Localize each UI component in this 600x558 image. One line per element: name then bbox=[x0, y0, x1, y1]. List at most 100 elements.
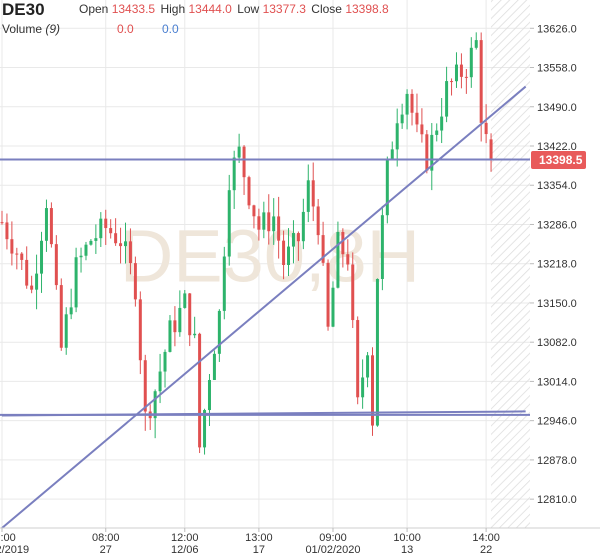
candle-body bbox=[405, 93, 409, 115]
symbol-title: DE30 bbox=[2, 0, 45, 19]
candle-body bbox=[114, 233, 118, 244]
y-tick-label: 13218.0 bbox=[537, 259, 577, 271]
candle-body bbox=[346, 254, 350, 265]
candle-body bbox=[282, 240, 286, 265]
y-tick-label: 13558.0 bbox=[537, 63, 577, 75]
x-tick-time-label: 13:00 bbox=[0, 532, 16, 544]
volume-readout: Volume (9) bbox=[2, 22, 60, 36]
high-label: High bbox=[160, 2, 186, 16]
candle-body bbox=[375, 278, 379, 426]
volume-value-1: 0.0 bbox=[117, 22, 134, 36]
candle-body bbox=[40, 240, 44, 274]
candle-body bbox=[440, 116, 444, 131]
volume-label: Volume bbox=[2, 22, 43, 36]
bottom-support-line bbox=[1, 410, 526, 417]
open-value: 13433.5 bbox=[111, 2, 156, 16]
x-tick-date-label: 11/12/2019 bbox=[0, 544, 29, 556]
candle-body bbox=[183, 293, 187, 308]
candle-body bbox=[232, 157, 236, 191]
candle-body bbox=[143, 360, 147, 412]
candle-body bbox=[435, 130, 439, 135]
y-tick-label: 13490.0 bbox=[537, 102, 577, 114]
y-axis: 12810.0 12878.0 12946.0 13014.0 13082.0 13150… bbox=[530, 23, 577, 506]
x-axis: 13:0011/12/201908:002712:0012/0613:00170… bbox=[0, 528, 500, 556]
candle-body bbox=[321, 235, 325, 263]
candle-body bbox=[336, 231, 340, 288]
candle-body bbox=[44, 208, 48, 241]
candle-body bbox=[459, 64, 463, 77]
y-tick-label: 13082.0 bbox=[537, 337, 577, 349]
candle-body bbox=[425, 134, 429, 171]
candle-body bbox=[277, 216, 281, 241]
candle-body bbox=[222, 256, 226, 311]
candle-body bbox=[306, 180, 310, 212]
candle-body bbox=[301, 211, 305, 242]
candle-body bbox=[380, 215, 384, 279]
candle-body bbox=[385, 158, 389, 216]
candle-body bbox=[371, 355, 374, 426]
candle-body bbox=[242, 146, 246, 178]
candle-body bbox=[64, 314, 68, 348]
candle-body bbox=[469, 47, 473, 78]
x-tick-date-label: 12/06 bbox=[171, 544, 199, 556]
candle-body bbox=[188, 293, 192, 336]
candle-body bbox=[133, 263, 137, 300]
candle-body bbox=[331, 287, 335, 327]
y-tick-label: 13422.0 bbox=[537, 141, 577, 153]
open-label: Open bbox=[79, 2, 109, 16]
candle-body bbox=[153, 391, 157, 419]
candles bbox=[0, 32, 493, 455]
x-tick-time-label: 08:00 bbox=[92, 532, 120, 544]
volume-param: (9) bbox=[45, 22, 61, 36]
candle-body bbox=[109, 228, 113, 234]
candle-body bbox=[450, 81, 454, 83]
candle-body bbox=[489, 139, 493, 160]
candle-body bbox=[94, 238, 98, 241]
candle-body bbox=[326, 262, 330, 327]
candle-body bbox=[479, 40, 483, 123]
grid-lines bbox=[0, 0, 530, 528]
candle-body bbox=[311, 180, 315, 207]
candle-body bbox=[173, 320, 177, 333]
future-hatched-area bbox=[491, 0, 530, 528]
candle-body bbox=[5, 222, 9, 240]
x-tick-time-label: 14:00 bbox=[472, 532, 500, 544]
y-tick-label: 13150.0 bbox=[537, 298, 577, 310]
close-label: Close bbox=[311, 2, 342, 16]
volume-value-2: 0.0 bbox=[162, 22, 179, 36]
candle-body bbox=[267, 212, 271, 232]
candle-body bbox=[49, 208, 53, 245]
candle-body bbox=[79, 255, 83, 258]
candle-body bbox=[390, 149, 394, 159]
candle-body bbox=[287, 246, 291, 265]
x-tick-time-label: 10:00 bbox=[393, 532, 421, 544]
candle-body bbox=[227, 190, 231, 257]
candle-body bbox=[15, 253, 19, 255]
ohlc-readout: Open 13433.5 High 13444.0 Low 13377.3 Cl… bbox=[79, 2, 389, 16]
candle-body bbox=[400, 114, 404, 124]
candle-body bbox=[296, 233, 300, 242]
candle-body bbox=[104, 218, 108, 229]
x-tick-date-label: 22 bbox=[480, 544, 492, 556]
candle-body bbox=[445, 81, 449, 117]
candle-body bbox=[484, 122, 488, 135]
candle-body bbox=[395, 123, 399, 150]
trend-lines[interactable] bbox=[0, 85, 530, 528]
candle-body bbox=[366, 355, 370, 378]
candle-body bbox=[59, 285, 63, 348]
x-tick-date-label: 13 bbox=[401, 544, 413, 556]
x-tick-time-label: 13:00 bbox=[245, 532, 273, 544]
candle-body bbox=[168, 320, 172, 352]
candle-body bbox=[272, 216, 276, 232]
candle-body bbox=[198, 333, 202, 448]
candle-body bbox=[69, 307, 73, 315]
candle-body bbox=[124, 241, 127, 247]
y-tick-label: 12878.0 bbox=[537, 455, 577, 467]
current-price-badge: 13398.5 bbox=[531, 150, 587, 169]
high-value: 13444.0 bbox=[188, 2, 232, 16]
y-tick-label: 13286.0 bbox=[537, 219, 577, 231]
x-tick-time-label: 09:00 bbox=[319, 532, 347, 544]
close-value: 13398.8 bbox=[345, 2, 389, 16]
candle-body bbox=[247, 177, 251, 206]
